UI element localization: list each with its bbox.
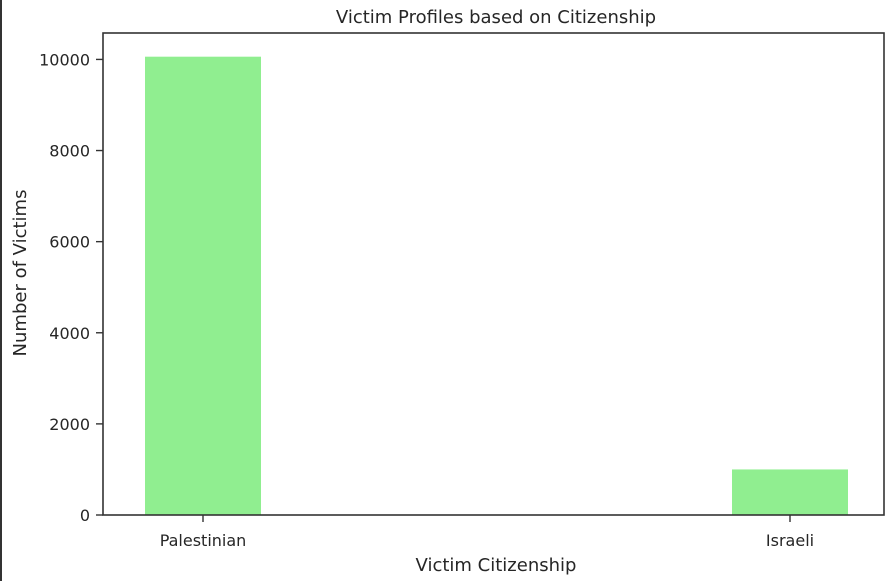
y-tick-label-10000: 10000 — [39, 50, 90, 69]
plot-frame — [102, 32, 885, 516]
bar-israeli — [732, 469, 848, 515]
chart-title: Victim Profiles based on Citizenship — [336, 7, 656, 28]
bar-palestinian — [145, 56, 261, 516]
left-border-line — [0, 0, 2, 581]
y-axis-title: Number of Victims — [10, 190, 31, 357]
y-tick-label-4000: 4000 — [49, 324, 90, 343]
y-tick-label-8000: 8000 — [49, 142, 90, 161]
x-tick-label-israeli: Israeli — [766, 531, 814, 550]
x-axis-title: Victim Citizenship — [416, 555, 577, 576]
x-tick-label-palestinian: Palestinian — [160, 531, 247, 550]
y-tick-label-0: 0 — [80, 506, 90, 525]
y-tick-label-2000: 2000 — [49, 415, 90, 434]
y-tick-label-6000: 6000 — [49, 233, 90, 252]
plot-area: 0 2000 4000 6000 8000 10000 Palestinian Israeli — [39, 32, 885, 550]
